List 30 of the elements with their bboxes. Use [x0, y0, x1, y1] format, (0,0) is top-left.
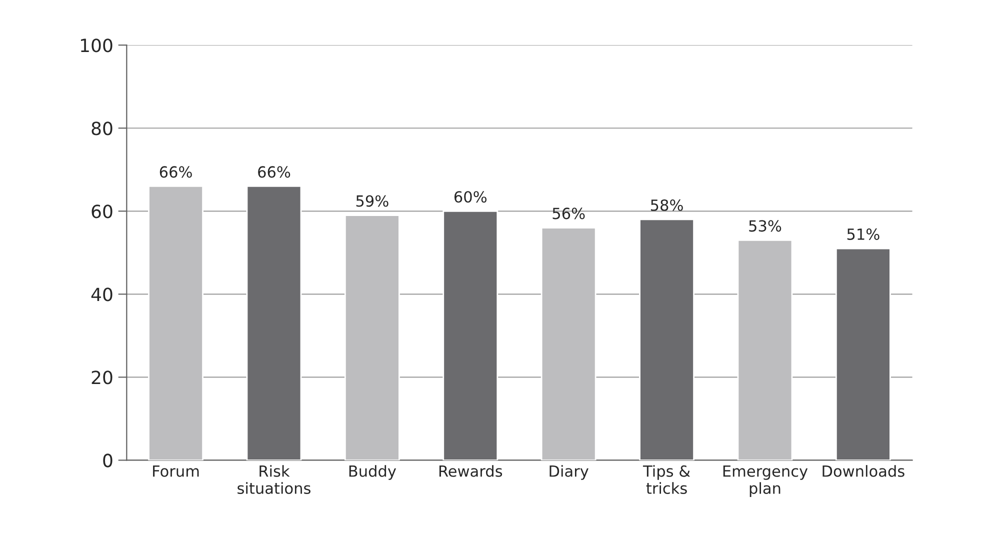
y-tick-label: 100	[81, 38, 112, 52]
x-tick-label: Risk situations	[238, 465, 310, 494]
x-tick-label: Buddy	[349, 465, 396, 480]
bar	[246, 186, 302, 460]
x-tick-label: Emergency plan	[723, 466, 808, 497]
y-tick-label: 60	[92, 204, 112, 218]
y-tick-label: 80	[92, 122, 112, 136]
x-tick-label: Diary	[550, 465, 588, 480]
y-tick-label: 20	[92, 370, 112, 384]
bar	[442, 210, 498, 460]
y-tick-label: 0	[103, 454, 112, 468]
y-tick-label: 40	[91, 288, 112, 302]
bar	[540, 227, 596, 460]
data-label: 66%	[160, 166, 192, 178]
x-tick-label: Forum	[153, 466, 199, 477]
data-label: 60%	[454, 191, 487, 203]
bar	[737, 240, 793, 460]
data-label: 53%	[749, 220, 782, 232]
x-tick-label: Tips & tricks	[642, 465, 690, 494]
bar	[835, 248, 891, 460]
data-label: 66%	[258, 166, 290, 178]
bar	[639, 218, 694, 460]
bar	[148, 186, 204, 460]
data-label: 59%	[356, 195, 388, 207]
x-tick-label: Rewards	[439, 465, 502, 477]
data-label: 56%	[552, 208, 585, 220]
data-label: 51%	[847, 228, 880, 240]
data-label: 58%	[650, 199, 683, 211]
x-tick-label: Downloads	[822, 465, 904, 477]
bar	[344, 214, 400, 460]
